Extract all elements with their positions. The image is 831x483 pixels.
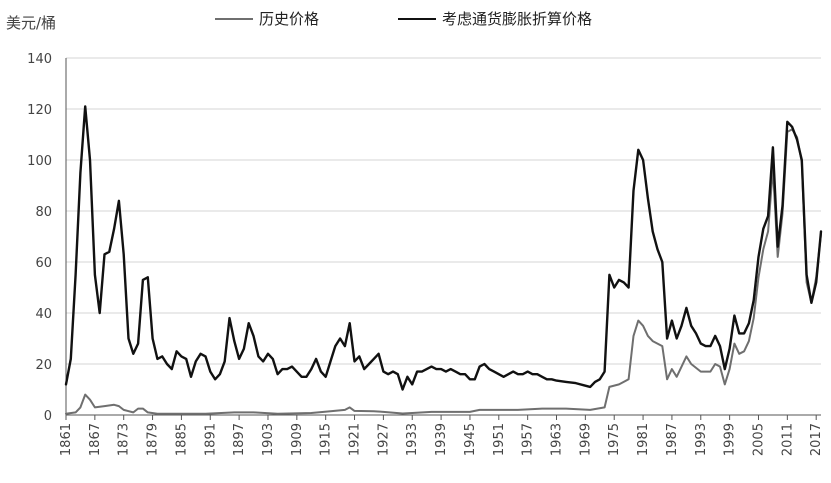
legend-item-inflation-adjusted: 考虑通货膨胀折算价格 bbox=[398, 8, 592, 29]
y-tick-label: 120 bbox=[27, 103, 52, 118]
axes bbox=[65, 58, 821, 420]
x-tick-label: 1879 bbox=[146, 423, 161, 456]
x-tick-label: 1921 bbox=[348, 423, 363, 456]
x-tick-label: 1867 bbox=[88, 423, 103, 456]
series-line-inflation-adjusted bbox=[64, 105, 823, 391]
y-tick-label: 40 bbox=[35, 307, 52, 322]
y-tick-labels: 0 20 40 60 80 100 120 140 bbox=[27, 52, 52, 424]
x-tick-label: 1975 bbox=[607, 423, 622, 456]
x-tick-label: 1945 bbox=[463, 423, 478, 456]
x-tick-label: 1915 bbox=[319, 423, 334, 456]
legend-label-inflation-adjusted: 考虑通货膨胀折算价格 bbox=[442, 10, 593, 28]
y-tick-label: 20 bbox=[35, 358, 52, 373]
x-tick-label: 1927 bbox=[376, 423, 391, 456]
x-tick-label: 1981 bbox=[636, 423, 651, 456]
x-tick-label: 1999 bbox=[723, 423, 738, 456]
x-tick-label: 1963 bbox=[550, 423, 565, 456]
y-tick-label: 0 bbox=[44, 409, 52, 424]
x-tick-label: 1969 bbox=[578, 423, 593, 456]
x-tick-label: 1939 bbox=[434, 423, 449, 456]
x-tick-label: 1903 bbox=[261, 423, 276, 456]
x-tick-label: 1933 bbox=[405, 423, 420, 456]
x-tick-label: 1987 bbox=[665, 423, 680, 456]
x-tick-label: 2005 bbox=[751, 423, 766, 456]
series-line-historical bbox=[65, 128, 822, 415]
series-lines bbox=[64, 105, 823, 415]
x-tick-labels: 1861 1867 1873 1879 1885 1891 1897 1903 1909 1915… bbox=[59, 423, 824, 456]
x-tick-label: 2017 bbox=[809, 423, 824, 456]
y-tick-label: 100 bbox=[27, 154, 52, 169]
legend-swatch-inflation-adjusted bbox=[398, 17, 436, 20]
y-tick-label: 80 bbox=[35, 205, 52, 220]
x-tick-label: 2011 bbox=[780, 423, 795, 456]
x-tick-label: 1891 bbox=[203, 423, 218, 456]
x-tick-label: 1951 bbox=[492, 423, 507, 456]
x-tick-label: 1909 bbox=[290, 423, 305, 456]
x-tick-label: 1897 bbox=[232, 423, 247, 456]
legend-label-historical: 历史价格 bbox=[259, 10, 320, 28]
legend-item-historical: 历史价格 bbox=[215, 8, 319, 29]
y-axis-label: 美元/桶 bbox=[6, 14, 57, 32]
y-tick-label: 140 bbox=[27, 52, 52, 67]
legend-swatch-historical bbox=[215, 17, 253, 20]
x-tick-label: 1873 bbox=[117, 423, 132, 456]
x-tick-label: 1957 bbox=[521, 423, 536, 456]
x-tick-label: 1861 bbox=[59, 423, 74, 456]
x-tick-label: 1885 bbox=[174, 423, 189, 456]
x-tick-label: 1993 bbox=[694, 423, 709, 456]
grid bbox=[66, 57, 821, 365]
y-tick-label: 60 bbox=[35, 256, 52, 271]
